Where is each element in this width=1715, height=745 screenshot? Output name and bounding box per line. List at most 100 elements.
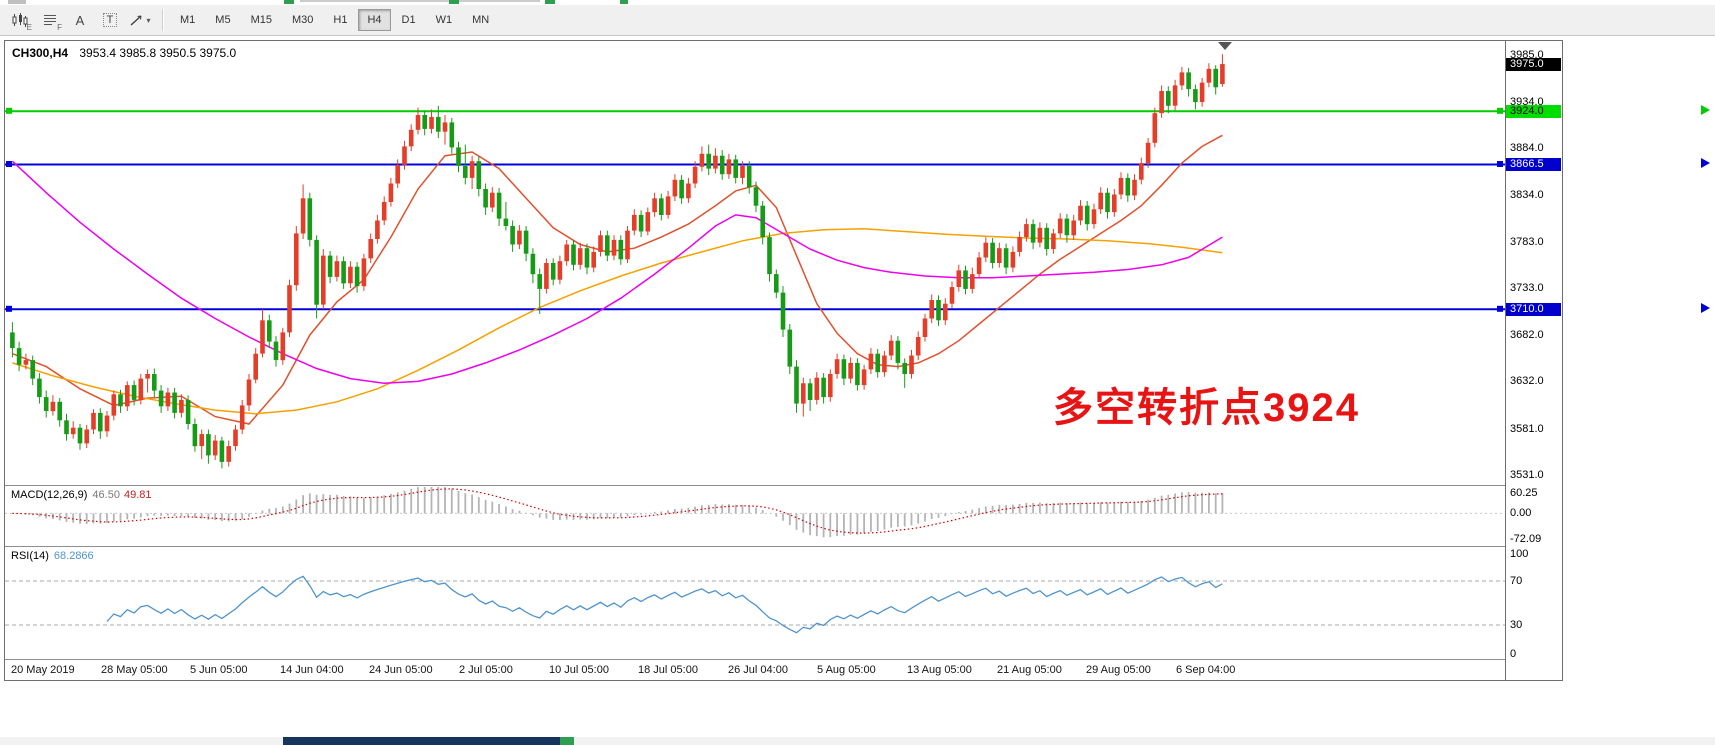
ma-line-magenta xyxy=(11,160,1223,385)
chart-title: CH300,H4 3953.4 3985.8 3950.5 3975.0 xyxy=(12,46,236,60)
timeframe-button-w1[interactable]: W1 xyxy=(435,14,453,26)
macd-axis-label: -72.09 xyxy=(1510,533,1542,545)
timeframe-group: M1 M5 M15 M30 H1 H4 D1 W1 MN xyxy=(170,9,499,31)
objects-list-button[interactable]: F xyxy=(37,8,63,32)
macd-pane[interactable]: MACD(12,26,9) 46.50 49.81 xyxy=(5,485,1505,546)
timeframe-button-m30[interactable]: M30 xyxy=(291,14,314,26)
cropped-menu-row xyxy=(0,0,1715,5)
ma-line-orange xyxy=(12,228,1223,415)
macd-signal-line xyxy=(12,488,1223,534)
price-tick-label: 3632.0 xyxy=(1510,375,1544,387)
text-tool-button[interactable]: A xyxy=(67,8,93,32)
time-tick-label: 26 Jul 04:00 xyxy=(728,664,788,676)
time-axis[interactable]: 20 May 2019 28 May 05:00 5 Jun 05:00 14 Jun… xyxy=(5,659,1505,680)
level-ray-marker xyxy=(1701,158,1710,168)
time-tick-label: 13 Aug 05:00 xyxy=(907,664,972,676)
level-handle xyxy=(1497,107,1503,114)
cropped-fragment xyxy=(560,737,574,745)
macd-indicator-name: MACD(12,26,9) xyxy=(11,489,88,501)
level-ray-marker xyxy=(1701,303,1710,313)
objects-list-sub-label: F xyxy=(57,23,62,32)
candles xyxy=(10,54,1225,469)
rsi-axis-label: 100 xyxy=(1510,548,1529,560)
time-tick-label: 28 May 05:00 xyxy=(101,664,168,676)
rsi-axis-label: 70 xyxy=(1510,575,1523,587)
level-badge-3710: 3710.0 xyxy=(1506,303,1561,316)
macd-main-value: 46.50 xyxy=(92,489,120,501)
price-tick-label: 3783.0 xyxy=(1510,236,1544,248)
price-tick-label: 3581.0 xyxy=(1510,423,1544,435)
time-tick-label: 21 Aug 05:00 xyxy=(997,664,1062,676)
macd-axis-label: 0.00 xyxy=(1510,507,1532,519)
level-handle xyxy=(6,161,12,167)
ohlc-readout: 3953.4 3985.8 3950.5 3975.0 xyxy=(79,46,237,60)
ma-line-red xyxy=(12,134,1223,425)
level-badge-3866: 3866.5 xyxy=(1506,158,1561,171)
macd-histogram xyxy=(18,487,1224,538)
time-tick-label: 5 Jun 05:00 xyxy=(190,664,248,676)
cropped-fragment xyxy=(284,0,294,4)
cropped-fragment xyxy=(449,0,459,4)
cropped-fragment xyxy=(545,0,555,4)
toolbar: E F A T ▾ M1 M5 M15 M30 H1 H4 D1 W1 MN xyxy=(0,5,1715,36)
chart-window: CH300,H4 3953.4 3985.8 3950.5 3975.0 多空转… xyxy=(4,40,1563,681)
rsi-line xyxy=(106,575,1223,634)
cropped-fragment xyxy=(300,0,540,2)
timeframe-button-m1[interactable]: M1 xyxy=(180,14,196,26)
cropped-fragment xyxy=(283,737,560,745)
rsi-value: 68.2866 xyxy=(53,550,94,562)
price-tick-label: 3834.0 xyxy=(1510,189,1544,201)
rsi-axis-label: 30 xyxy=(1510,619,1523,631)
chart-style-button[interactable]: E xyxy=(7,8,33,32)
time-tick-label: 14 Jun 04:00 xyxy=(280,664,344,676)
level-badge-3924: 3924.0 xyxy=(1506,105,1561,118)
price-tick-label: 3531.0 xyxy=(1510,469,1544,481)
rsi-axis-label: 0 xyxy=(1510,648,1517,660)
level-handle xyxy=(6,107,12,114)
timeframe-button-d1[interactable]: D1 xyxy=(401,14,416,26)
cropped-fragment xyxy=(8,0,26,4)
time-tick-label: 6 Sep 04:00 xyxy=(1176,664,1236,676)
last-price-badge: 3975.0 xyxy=(1506,58,1561,71)
rsi-label: RSI(14) 68.2866 xyxy=(11,550,94,562)
textbox-tool-label: T xyxy=(102,13,118,27)
price-tick-label: 3733.0 xyxy=(1510,282,1544,294)
rsi-chart-svg xyxy=(5,575,1505,634)
chevron-down-icon: ▾ xyxy=(146,15,151,25)
timeframe-button-h1[interactable]: H1 xyxy=(333,14,348,26)
time-tick-label: 29 Aug 05:00 xyxy=(1086,664,1151,676)
trendline-icon xyxy=(130,14,142,26)
cropped-taskbar xyxy=(0,737,1715,745)
level-handle xyxy=(6,305,12,312)
macd-signal-value: 49.81 xyxy=(123,489,152,501)
symbol-timeframe-label: CH300,H4 xyxy=(12,46,69,60)
price-tick-label: 3682.0 xyxy=(1510,329,1544,341)
macd-label: MACD(12,26,9) 46.50 49.81 xyxy=(11,489,151,501)
cropped-fragment xyxy=(620,0,628,4)
textbox-tool-button[interactable]: T xyxy=(97,8,123,32)
time-tick-label: 24 Jun 05:00 xyxy=(369,664,433,676)
price-tick-label: 3884.0 xyxy=(1510,142,1544,154)
line-tools-button[interactable]: ▾ xyxy=(127,8,153,32)
macd-chart-svg xyxy=(5,487,1505,538)
time-tick-label: 5 Aug 05:00 xyxy=(817,664,876,676)
time-tick-label: 10 Jul 05:00 xyxy=(549,664,609,676)
price-axis[interactable]: 3985.0 3934.0 3884.0 3834.0 3783.0 3733.0 3682… xyxy=(1505,41,1562,680)
rsi-pane[interactable]: RSI(14) 68.2866 xyxy=(5,546,1505,659)
toolbar-separator xyxy=(162,9,163,31)
time-tick-label: 18 Jul 05:00 xyxy=(638,664,698,676)
timeframe-button-h4[interactable]: H4 xyxy=(358,9,391,31)
time-tick-label: 2 Jul 05:00 xyxy=(459,664,513,676)
macd-axis-label: 60.25 xyxy=(1510,487,1538,499)
timeframe-button-mn[interactable]: MN xyxy=(472,14,490,26)
price-pane[interactable]: CH300,H4 3953.4 3985.8 3950.5 3975.0 多空转… xyxy=(5,41,1505,485)
timeframe-button-m5[interactable]: M5 xyxy=(215,14,231,26)
timeframe-button-m15[interactable]: M15 xyxy=(250,14,272,26)
annotation-text[interactable]: 多空转折点3924 xyxy=(1053,386,1360,430)
rsi-indicator-name: RSI(14) xyxy=(11,550,49,562)
price-chart-svg xyxy=(5,42,1505,469)
time-tick-label: 20 May 2019 xyxy=(11,664,75,676)
level-handle xyxy=(1497,161,1503,167)
right-shift-marker xyxy=(1218,42,1232,50)
